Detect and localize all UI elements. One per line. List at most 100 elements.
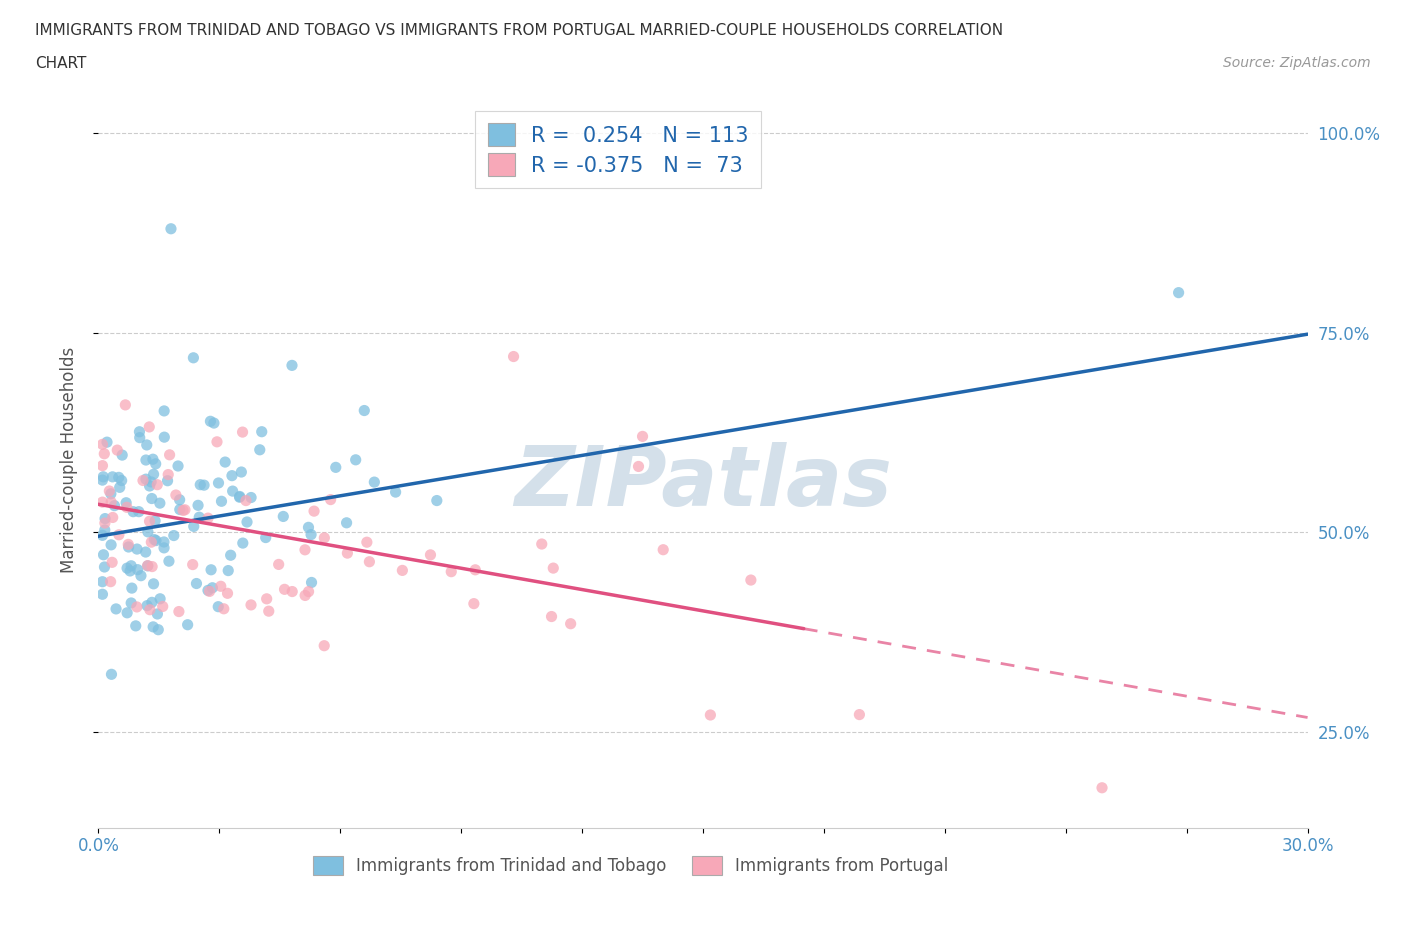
Point bbox=[211, 494, 233, 509]
Point bbox=[463, 596, 485, 611]
Point bbox=[108, 480, 131, 495]
Point bbox=[100, 538, 122, 552]
Point bbox=[217, 564, 239, 578]
Point bbox=[699, 708, 721, 723]
Point bbox=[136, 558, 159, 573]
Point bbox=[136, 558, 159, 573]
Point bbox=[149, 496, 172, 511]
Point bbox=[152, 599, 174, 614]
Point bbox=[100, 486, 122, 501]
Point bbox=[142, 467, 165, 482]
Point bbox=[91, 528, 114, 543]
Text: ZIPatlas: ZIPatlas bbox=[515, 442, 891, 523]
Point bbox=[146, 477, 169, 492]
Point bbox=[530, 537, 553, 551]
Point bbox=[125, 600, 148, 615]
Point bbox=[93, 446, 115, 461]
Point bbox=[138, 419, 160, 434]
Point bbox=[540, 609, 562, 624]
Point bbox=[142, 452, 165, 467]
Point bbox=[157, 467, 180, 482]
Point bbox=[297, 584, 319, 599]
Point bbox=[120, 558, 142, 573]
Point bbox=[235, 493, 257, 508]
Point bbox=[740, 573, 762, 588]
Point bbox=[145, 533, 167, 548]
Point bbox=[120, 595, 142, 610]
Point bbox=[141, 491, 163, 506]
Point bbox=[198, 584, 221, 599]
Point bbox=[271, 509, 294, 524]
Point bbox=[107, 470, 129, 485]
Point bbox=[157, 553, 180, 568]
Point bbox=[202, 416, 225, 431]
Point bbox=[115, 605, 138, 620]
Point bbox=[172, 503, 194, 518]
Point bbox=[169, 492, 191, 507]
Point bbox=[153, 535, 176, 550]
Point bbox=[100, 574, 122, 589]
Point bbox=[217, 586, 239, 601]
Point bbox=[254, 530, 277, 545]
Point bbox=[94, 515, 117, 530]
Point bbox=[183, 351, 205, 365]
Point bbox=[149, 591, 172, 606]
Point bbox=[197, 511, 219, 525]
Point bbox=[336, 546, 359, 561]
Point bbox=[294, 588, 316, 603]
Point bbox=[325, 460, 347, 475]
Point bbox=[167, 604, 190, 619]
Point bbox=[91, 495, 114, 510]
Point bbox=[240, 490, 263, 505]
Point bbox=[128, 504, 150, 519]
Point bbox=[232, 536, 254, 551]
Point bbox=[141, 595, 163, 610]
Point bbox=[105, 443, 128, 458]
Point bbox=[111, 473, 134, 488]
Point bbox=[301, 575, 323, 590]
Point bbox=[440, 565, 463, 579]
Point bbox=[187, 498, 209, 512]
Point bbox=[236, 514, 259, 529]
Point bbox=[159, 447, 181, 462]
Point bbox=[336, 515, 359, 530]
Point bbox=[209, 578, 232, 593]
Point bbox=[419, 548, 441, 563]
Point bbox=[163, 528, 186, 543]
Point bbox=[297, 520, 319, 535]
Point bbox=[101, 510, 124, 525]
Point bbox=[91, 458, 114, 473]
Point bbox=[353, 403, 375, 418]
Text: IMMIGRANTS FROM TRINIDAD AND TOBAGO VS IMMIGRANTS FROM PORTUGAL MARRIED-COUPLE H: IMMIGRANTS FROM TRINIDAD AND TOBAGO VS I… bbox=[35, 23, 1004, 38]
Point bbox=[139, 603, 162, 618]
Point bbox=[314, 530, 336, 545]
Point bbox=[136, 525, 159, 539]
Point bbox=[103, 498, 125, 513]
Point bbox=[101, 555, 124, 570]
Point bbox=[188, 477, 211, 492]
Point bbox=[240, 597, 263, 612]
Point bbox=[631, 429, 654, 444]
Point bbox=[135, 472, 157, 486]
Point bbox=[314, 638, 336, 653]
Point bbox=[129, 568, 152, 583]
Point bbox=[117, 539, 139, 554]
Point bbox=[138, 513, 160, 528]
Point bbox=[153, 430, 176, 445]
Point bbox=[117, 537, 139, 551]
Point bbox=[167, 458, 190, 473]
Point bbox=[101, 470, 124, 485]
Point bbox=[125, 541, 148, 556]
Point bbox=[111, 447, 134, 462]
Point bbox=[156, 473, 179, 488]
Point bbox=[100, 667, 122, 682]
Point bbox=[160, 221, 183, 236]
Point bbox=[135, 453, 157, 468]
Point bbox=[121, 580, 143, 595]
Point bbox=[141, 559, 163, 574]
Point bbox=[93, 560, 115, 575]
Point bbox=[232, 425, 254, 440]
Point bbox=[219, 548, 242, 563]
Point bbox=[294, 542, 316, 557]
Point bbox=[142, 577, 165, 591]
